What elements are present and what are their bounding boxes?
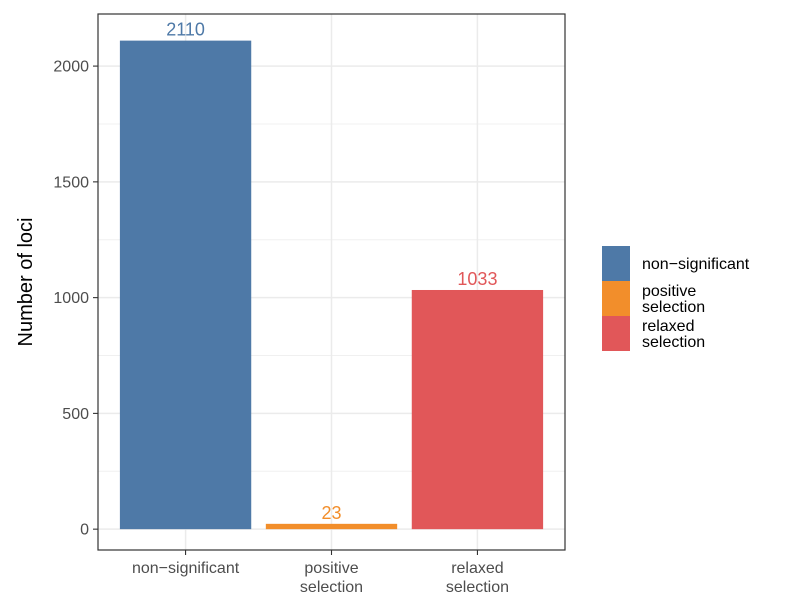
legend-label: non−significant	[642, 256, 750, 273]
y-tick-label: 1000	[53, 290, 89, 307]
y-axis: 0 500 1000 1500 2000	[53, 59, 98, 539]
bar	[411, 289, 544, 530]
bar	[119, 40, 252, 530]
bar-value-label: 1033	[457, 269, 497, 289]
y-tick-label: 2000	[53, 59, 89, 76]
legend-key	[602, 316, 630, 351]
x-axis: non−significant positive selection relaxed s…	[132, 550, 509, 596]
legend-key	[602, 246, 630, 281]
x-tick-label: non−significant	[132, 560, 240, 577]
y-tick-label: 0	[80, 522, 89, 539]
x-tick-label: relaxed selection	[446, 560, 509, 596]
legend-label: positive selection	[642, 283, 705, 316]
y-tick-label: 500	[62, 406, 89, 423]
bars	[119, 40, 544, 530]
bar-value-label: 2110	[166, 20, 205, 40]
bar-value-label: 23	[321, 503, 341, 523]
x-tick-label: positive selection	[300, 560, 363, 596]
bar	[265, 523, 398, 530]
bar-value-labels: 2110 23 1033	[166, 20, 497, 523]
legend-key	[602, 281, 630, 316]
legend-label: relaxed selection	[642, 318, 705, 351]
y-axis-title: Number of loci	[15, 218, 37, 347]
y-tick-label: 1500	[53, 174, 89, 191]
